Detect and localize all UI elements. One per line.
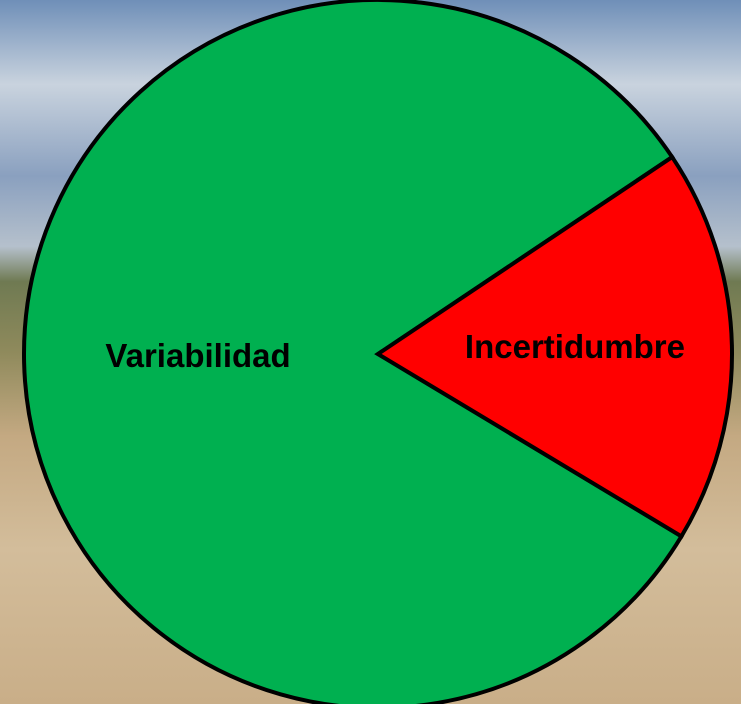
pie-slice bbox=[22, 0, 685, 704]
pie-slice bbox=[374, 154, 734, 540]
slice-label: Variabilidad bbox=[105, 337, 290, 374]
slice-label: Incertidumbre bbox=[465, 328, 685, 365]
